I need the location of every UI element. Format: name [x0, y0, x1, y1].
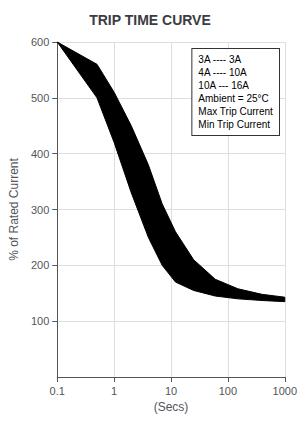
svg-text:10: 10: [165, 385, 177, 397]
svg-text:4A ---- 10A: 4A ---- 10A: [198, 67, 247, 78]
svg-text:1: 1: [111, 385, 117, 397]
svg-text:100: 100: [31, 315, 49, 327]
svg-text:100: 100: [219, 385, 237, 397]
svg-text:500: 500: [31, 92, 49, 104]
svg-text:TRIP TIME CURVE: TRIP TIME CURVE: [89, 12, 211, 28]
svg-text:Ambient = 25°C: Ambient = 25°C: [198, 93, 268, 104]
svg-text:200: 200: [31, 259, 49, 271]
svg-text:600: 600: [31, 36, 49, 48]
svg-text:0.1: 0.1: [50, 385, 65, 397]
svg-text:300: 300: [31, 204, 49, 216]
svg-text:Min Trip Current: Min Trip Current: [198, 119, 270, 130]
svg-text:3A ---- 3A: 3A ---- 3A: [198, 54, 241, 65]
svg-text:(Secs): (Secs): [154, 400, 189, 414]
svg-text:1000: 1000: [273, 385, 297, 397]
svg-text:Max Trip Current: Max Trip Current: [198, 106, 273, 117]
svg-text:10A --- 16A: 10A --- 16A: [198, 80, 249, 91]
svg-text:% of Rated Current: % of Rated Current: [7, 157, 21, 260]
svg-text:400: 400: [31, 148, 49, 160]
